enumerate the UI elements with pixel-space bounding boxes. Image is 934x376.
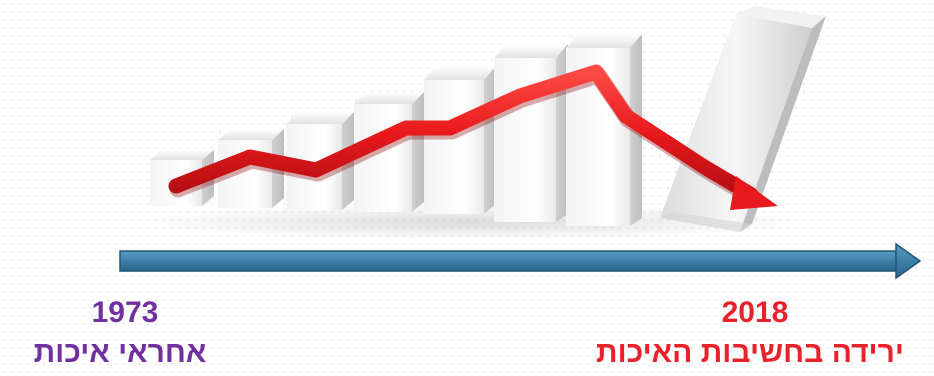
tilted-bar	[660, 6, 826, 232]
start-year: 1973	[91, 296, 159, 329]
declining-bar-chart-illustration	[119, 6, 922, 280]
start-caption: אחראי איכות	[33, 336, 207, 369]
red-trend-arrow	[168, 64, 778, 210]
bar-6	[494, 44, 568, 222]
end-caption: ירידה בחשיבות האיכות	[596, 336, 904, 369]
blue-timeline-arrow	[119, 242, 922, 280]
bar-5	[424, 66, 496, 214]
end-year: 2018	[721, 296, 789, 329]
